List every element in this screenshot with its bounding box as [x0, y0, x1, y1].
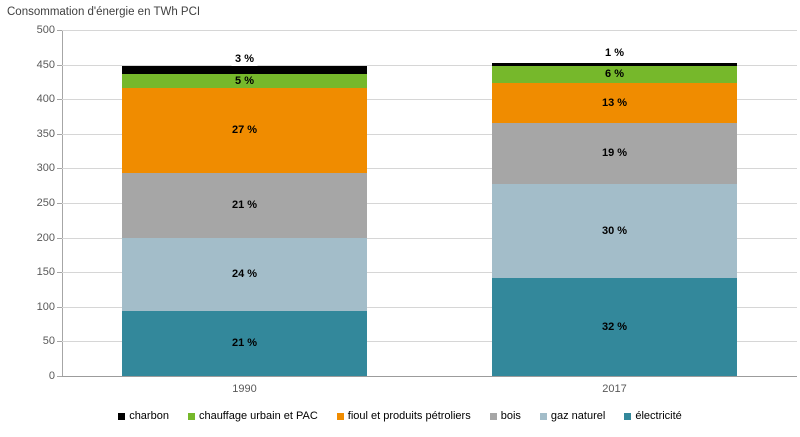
legend-item-fioul-et-produits-pétroliers: fioul et produits pétroliers [336, 410, 471, 422]
legend-item-chauffage-urbain-et-PAC: chauffage urbain et PAC [187, 410, 318, 422]
bar-segment-bois-2017 [492, 122, 737, 184]
gridline [62, 99, 797, 100]
segment-label: 32 % [601, 320, 628, 333]
y-axis-tick-label: 400 [36, 93, 55, 105]
y-axis-tick-label: 450 [36, 59, 55, 71]
legend-label: bois [500, 410, 521, 422]
y-axis-tick-label: 100 [36, 301, 55, 313]
legend-swatch-icon [118, 412, 126, 420]
y-axis-tick [57, 168, 62, 169]
legend-label: fioul et produits pétroliers [347, 410, 471, 422]
gridline [62, 203, 797, 204]
y-axis-tick [57, 238, 62, 239]
plot-area: 21 % 24 % 21 % 27 % 5 % 3 % 32 % 30 % 19 % 13 % 6 … [62, 30, 797, 376]
y-axis-tick-label: 500 [36, 24, 55, 36]
segment-label: 6 % [605, 68, 624, 81]
gridline [62, 272, 797, 273]
y-axis-tick [57, 272, 62, 273]
bar-segment-fioul-et-produits-pétroliers-2017 [492, 83, 737, 123]
legend-item-électricité: électricité [624, 410, 682, 422]
segment-label: 13 % [601, 96, 628, 109]
legend-swatch-icon [336, 412, 344, 420]
segment-label: 21 % [231, 336, 258, 349]
legend-item-charbon: charbon [118, 410, 169, 422]
y-axis-tick [57, 341, 62, 342]
gridline [62, 238, 797, 239]
legend-swatch-icon [489, 412, 497, 420]
bar-segment-électricité-1990 [122, 310, 367, 376]
y-axis-tick-label: 150 [36, 266, 55, 278]
bar-segment-chauffage-urbain-et-PAC-2017 [492, 65, 737, 84]
gridline [62, 341, 797, 342]
gridline [62, 65, 797, 66]
legend-label: gaz naturel [550, 410, 606, 422]
y-axis-tick [57, 99, 62, 100]
segment-label: 30 % [601, 224, 628, 237]
segment-label: 21 % [231, 198, 258, 211]
y-axis-tick-label: 300 [36, 162, 55, 174]
bar-segment-fioul-et-produits-pétroliers-1990 [122, 88, 367, 173]
x-axis-label-2017: 2017 [602, 383, 627, 395]
segment-label: 5 % [235, 74, 254, 87]
legend-swatch-icon [539, 412, 547, 420]
y-axis-tick-label: 350 [36, 128, 55, 140]
legend-swatch-icon [187, 412, 195, 420]
bar-segment-charbon-1990 [122, 65, 367, 75]
y-axis-tick [57, 134, 62, 135]
y-axis-tick-label: 250 [36, 197, 55, 209]
segment-label: 19 % [601, 146, 628, 159]
segment-label: 1 % [601, 46, 628, 60]
legend-item-bois: bois [489, 410, 521, 422]
bar-segment-électricité-2017 [492, 278, 737, 376]
x-axis-line [62, 376, 797, 377]
legend-label: électricité [635, 410, 682, 422]
bar-segment-chauffage-urbain-et-PAC-1990 [122, 74, 367, 89]
legend-label: charbon [129, 410, 169, 422]
y-axis-tick-label: 50 [42, 335, 55, 347]
segment-label: 3 % [231, 53, 258, 67]
legend-swatch-icon [624, 412, 632, 420]
bar-segment-gaz-naturel-2017 [492, 183, 737, 279]
y-axis-tick-label: 200 [36, 232, 55, 244]
legend-item-gaz-naturel: gaz naturel [539, 410, 606, 422]
y-axis-tick-label: 0 [48, 370, 55, 382]
bar-segment-bois-1990 [122, 172, 367, 238]
gridline [62, 30, 797, 31]
x-axis-label-1990: 1990 [232, 383, 257, 395]
bar-segment-gaz-naturel-1990 [122, 237, 367, 311]
segment-label: 27 % [231, 123, 258, 136]
gridline [62, 134, 797, 135]
y-axis-tick [57, 30, 62, 31]
segment-label: 24 % [231, 267, 258, 280]
y-axis-tick [57, 307, 62, 308]
y-axis-tick [57, 203, 62, 204]
legend-label: chauffage urbain et PAC [198, 410, 318, 422]
legend: charbon chauffage urbain et PAC fioul et p… [0, 410, 800, 422]
bar-segment-charbon-2017 [492, 63, 737, 66]
y-axis-tick [57, 376, 62, 377]
gridline [62, 168, 797, 169]
chart-title: Consommation d'énergie en TWh PCI [7, 6, 201, 18]
y-axis-tick [57, 65, 62, 66]
gridline [62, 307, 797, 308]
